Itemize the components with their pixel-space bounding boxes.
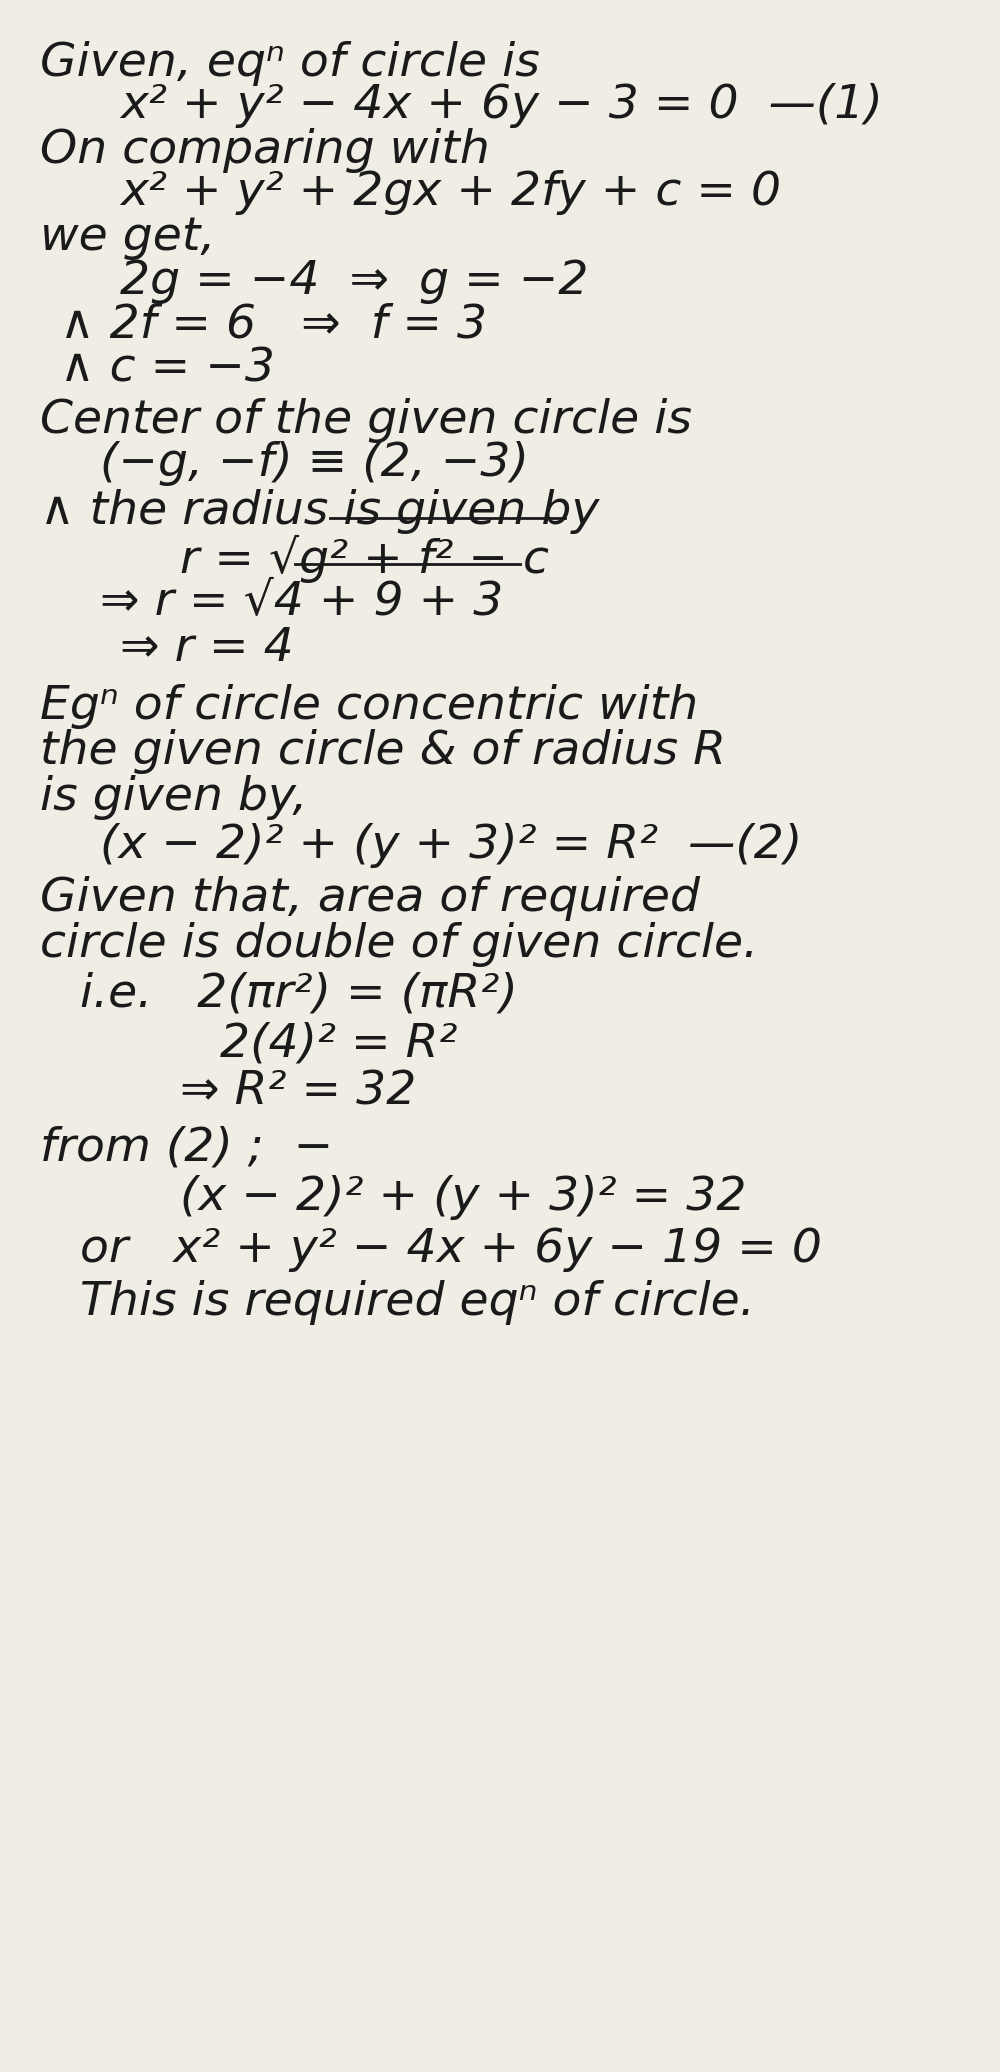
Text: ⇒ R² = 32: ⇒ R² = 32: [180, 1069, 416, 1115]
Text: (x − 2)² + (y + 3)² = 32: (x − 2)² + (y + 3)² = 32: [180, 1175, 746, 1220]
Text: from (2) ;  −: from (2) ; −: [40, 1125, 333, 1171]
Text: This is required eqⁿ of circle.: This is required eqⁿ of circle.: [80, 1280, 755, 1326]
Text: (−g, −f) ≡ (2, −3): (−g, −f) ≡ (2, −3): [100, 441, 529, 487]
Text: ∧ c = −3: ∧ c = −3: [60, 346, 275, 392]
Text: ⇒ r = 4: ⇒ r = 4: [120, 626, 294, 671]
Text: ⇒ r = √4 + 9 + 3: ⇒ r = √4 + 9 + 3: [100, 580, 503, 626]
Text: ∧ 2f = 6   ⇒  f = 3: ∧ 2f = 6 ⇒ f = 3: [60, 303, 487, 348]
Text: Center of the given circle is: Center of the given circle is: [40, 398, 692, 443]
Text: circle is double of given circle.: circle is double of given circle.: [40, 922, 758, 968]
Text: we get,: we get,: [40, 215, 215, 261]
Text: i.e.   2(πr²) = (πR²): i.e. 2(πr²) = (πR²): [80, 972, 518, 1017]
Text: 2g = −4  ⇒  g = −2: 2g = −4 ⇒ g = −2: [120, 259, 588, 305]
Text: r = √g² + f² − c: r = √g² + f² − c: [180, 535, 549, 582]
Text: x² + y² − 4x + 6y − 3 = 0  —(1): x² + y² − 4x + 6y − 3 = 0 —(1): [120, 83, 883, 128]
Text: On comparing with: On comparing with: [40, 128, 490, 174]
Text: Given, eqⁿ of circle is: Given, eqⁿ of circle is: [40, 41, 540, 87]
Text: Given that, area of required: Given that, area of required: [40, 876, 700, 922]
Text: x² + y² + 2gx + 2fy + c = 0: x² + y² + 2gx + 2fy + c = 0: [120, 170, 781, 215]
Text: Egⁿ of circle concentric with: Egⁿ of circle concentric with: [40, 684, 698, 729]
Text: or   x² + y² − 4x + 6y − 19 = 0: or x² + y² − 4x + 6y − 19 = 0: [80, 1227, 822, 1272]
Text: (x − 2)² + (y + 3)² = R²  —(2): (x − 2)² + (y + 3)² = R² —(2): [100, 823, 802, 868]
Text: is given by,: is given by,: [40, 775, 307, 821]
Text: 2(4)² = R²: 2(4)² = R²: [220, 1021, 458, 1067]
Text: the given circle & of radius R: the given circle & of radius R: [40, 729, 726, 775]
Text: ∧ the radius is given by: ∧ the radius is given by: [40, 489, 599, 535]
